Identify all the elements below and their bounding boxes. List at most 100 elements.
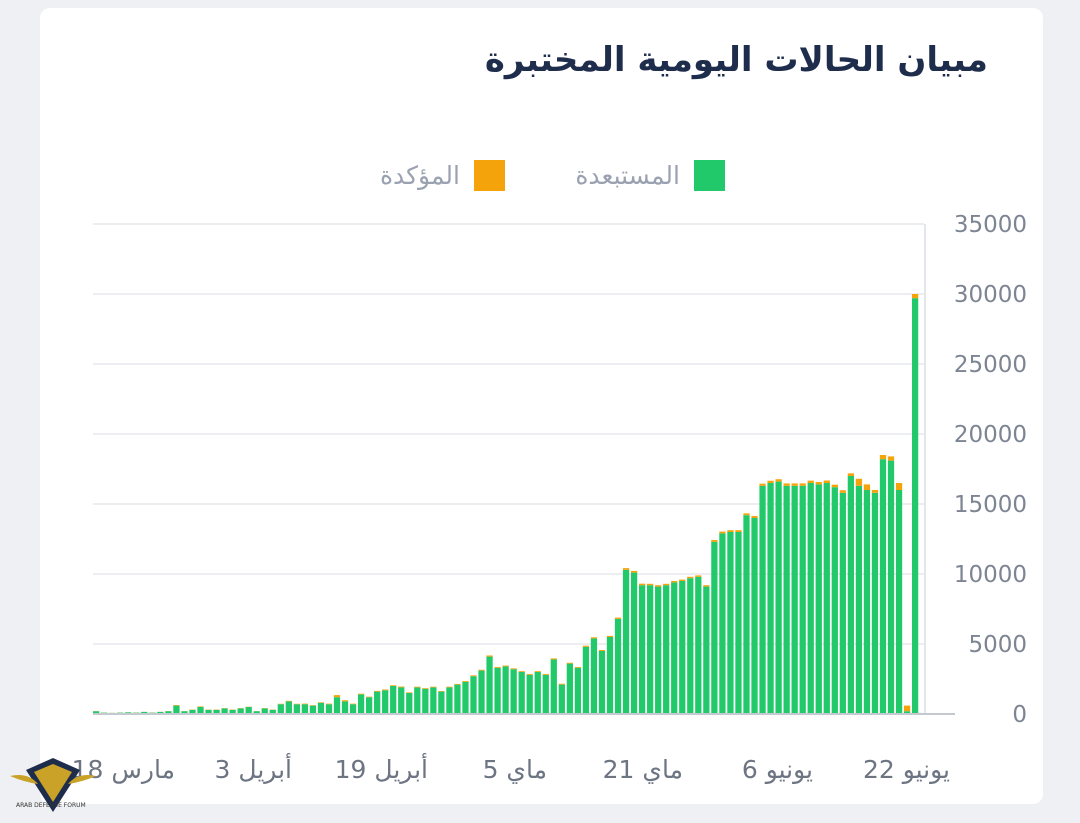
bar-confirmed — [582, 645, 590, 647]
legend-label-confirmed: المؤكدة — [379, 161, 460, 190]
bar-excluded — [711, 541, 718, 714]
bar-confirmed — [831, 484, 838, 488]
bar-excluded — [663, 585, 670, 714]
y-tick-label: 30000 — [954, 282, 1027, 308]
bar-confirmed — [823, 480, 830, 483]
arab-defense-forum-logo — [10, 758, 96, 812]
bar-excluded — [582, 646, 590, 714]
chart-title: مبيان الحالات اليومية المختبرة — [484, 40, 988, 80]
bar-excluded — [775, 481, 782, 714]
bar-excluded — [261, 708, 268, 714]
bar-excluded — [606, 637, 614, 714]
bar-confirmed — [655, 585, 662, 587]
bar-excluded — [807, 483, 814, 714]
bar-excluded — [735, 532, 742, 714]
bar-excluded — [229, 709, 236, 714]
bar-excluded — [847, 476, 855, 714]
bar-confirmed — [325, 703, 333, 705]
bar-confirmed — [454, 683, 461, 685]
bar-excluded — [590, 638, 598, 714]
bar-confirmed — [879, 455, 887, 460]
legend-label-excluded: المستبعدة — [575, 161, 680, 190]
bar-confirmed — [815, 482, 822, 485]
bar-excluded — [638, 585, 646, 714]
bar-confirmed — [470, 675, 477, 677]
bar-excluded — [285, 701, 292, 714]
bar-excluded — [759, 485, 766, 714]
bar-excluded — [799, 485, 806, 714]
legend-swatch-confirmed — [474, 160, 505, 191]
bar-excluded — [566, 663, 573, 714]
bar-excluded — [213, 709, 220, 714]
bar-excluded — [221, 708, 228, 714]
y-tick-label: 0 — [1012, 702, 1027, 728]
bar-excluded — [309, 705, 317, 714]
bar-excluded — [157, 711, 164, 714]
bar-confirmed — [598, 650, 606, 651]
bar-excluded — [349, 704, 357, 714]
bar-confirmed — [663, 583, 670, 586]
bar-excluded — [647, 585, 654, 714]
bar-confirmed — [558, 683, 565, 685]
bar-confirmed — [647, 583, 654, 586]
legend-item-excluded[interactable]: المستبعدة — [575, 160, 725, 191]
bar-confirmed — [687, 576, 694, 579]
bar-confirmed — [671, 581, 678, 583]
bar-confirmed — [357, 693, 365, 695]
bar-confirmed — [727, 530, 734, 532]
bar-excluded — [438, 691, 445, 714]
bar-excluded — [325, 704, 333, 714]
watermark-text: ARAB DEFENSE FORUM — [16, 802, 86, 809]
bar-excluded — [357, 694, 365, 714]
bar-excluded — [911, 298, 919, 714]
bar-excluded — [341, 701, 349, 714]
bar-excluded — [301, 704, 309, 714]
bar-excluded — [510, 669, 517, 714]
y-tick-label: 10000 — [954, 562, 1027, 588]
bar-confirmed — [197, 706, 204, 707]
bar-excluded — [671, 582, 678, 714]
legend-swatch-excluded — [694, 160, 725, 191]
bar-excluded — [743, 515, 750, 714]
bar-excluded — [598, 651, 606, 714]
bar-excluded — [374, 691, 381, 714]
bar-confirmed — [719, 531, 726, 534]
bar-excluded — [470, 676, 477, 714]
bar-excluded — [703, 586, 710, 714]
legend-item-confirmed[interactable]: المؤكدة — [380, 160, 505, 191]
bar-excluded — [237, 708, 244, 714]
x-tick-label: يونيو 6 — [742, 755, 813, 784]
bar-confirmed — [462, 680, 469, 682]
bar-excluded — [478, 670, 485, 714]
bar-confirmed — [895, 483, 903, 490]
bar-confirmed — [374, 690, 381, 692]
bar-excluded — [767, 483, 774, 714]
bar-confirmed — [735, 530, 742, 532]
bar-confirmed — [494, 666, 501, 668]
bar-confirmed — [887, 456, 895, 461]
bar-confirmed — [341, 700, 349, 702]
bar-excluded — [189, 709, 196, 714]
bar-confirmed — [783, 483, 790, 486]
bar-confirmed — [526, 673, 533, 675]
y-tick-label: 20000 — [954, 422, 1027, 448]
bar-excluded — [422, 688, 429, 714]
bar-confirmed — [566, 662, 573, 664]
bar-excluded — [831, 487, 838, 714]
bar-confirmed — [590, 637, 598, 639]
x-tick-label: ماي 21 — [603, 755, 683, 784]
bar-confirmed — [903, 705, 911, 712]
bar-excluded — [406, 693, 413, 714]
bar-confirmed — [751, 516, 758, 518]
bar-excluded — [791, 485, 798, 714]
bar-confirmed — [382, 689, 389, 691]
bar-excluded — [245, 707, 252, 714]
bar-confirmed — [799, 483, 806, 486]
bar-excluded — [317, 702, 325, 714]
bar-confirmed — [173, 705, 180, 706]
bar-excluded — [550, 659, 557, 714]
bar-excluded — [815, 484, 822, 714]
bar-confirmed — [711, 539, 718, 542]
bar-confirmed — [317, 702, 325, 703]
